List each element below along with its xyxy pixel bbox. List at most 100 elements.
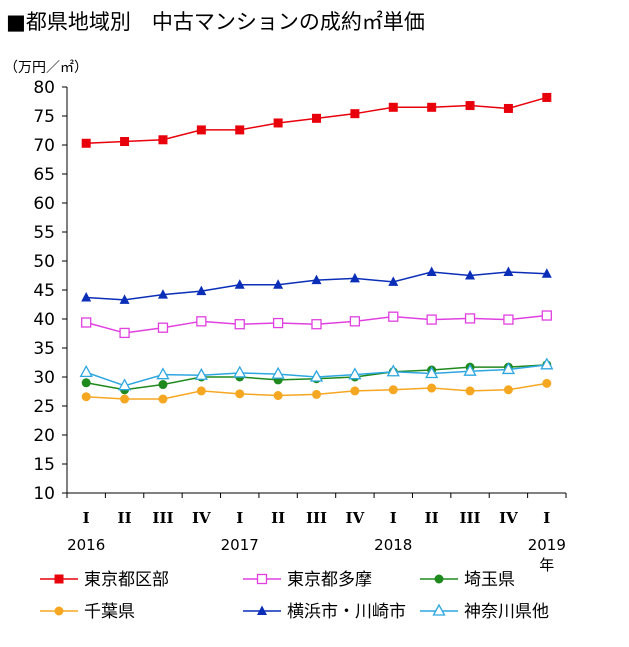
legend-label: 神奈川県他: [464, 602, 549, 622]
chart-title: ■都県地域別 中古マンションの成約㎡単価: [6, 10, 425, 34]
data-point: [156, 367, 170, 380]
data-point: [233, 365, 247, 378]
legend-label: 横浜市・川崎市: [287, 602, 406, 622]
data-point: [158, 380, 168, 390]
data-point: [349, 272, 360, 283]
data-point: [388, 385, 398, 395]
data-point: [158, 394, 168, 404]
x-tick-label: I: [236, 509, 243, 527]
data-point: [312, 389, 321, 399]
data-point: [541, 310, 552, 321]
series-3: [81, 378, 552, 404]
data-point: [157, 322, 169, 333]
y-tick-label: 75: [33, 107, 55, 127]
data-point: [79, 365, 93, 378]
x-tick-label: III: [152, 509, 173, 527]
x-tick-label: III: [306, 509, 327, 527]
y-unit-label: （万円／㎡）: [4, 60, 88, 76]
x-tick-label: IV: [346, 509, 365, 527]
year-label: 2016: [67, 536, 105, 554]
x-tick-label: II: [118, 509, 132, 527]
x-tick-label: II: [271, 509, 285, 527]
legend-marker: [54, 574, 64, 584]
y-tick-label: 55: [33, 223, 55, 243]
y-tick-label: 20: [33, 426, 55, 446]
x-tick-label: IV: [499, 509, 518, 527]
data-point: [465, 101, 475, 111]
y-tick-label: 65: [33, 165, 55, 185]
year-label: 2019: [528, 536, 566, 554]
legend-marker: [432, 603, 446, 616]
data-point: [196, 386, 206, 396]
data-point: [426, 266, 437, 277]
data-point: [541, 268, 552, 278]
data-point: [427, 102, 437, 112]
x-tick-label: I: [390, 509, 397, 527]
data-point: [425, 366, 439, 379]
data-point: [501, 362, 516, 375]
y-tick-label: 35: [33, 339, 55, 359]
year-suffix-label: 年: [539, 556, 554, 574]
data-point: [196, 125, 206, 135]
series-4: [81, 266, 552, 304]
legend-label: 千葉県: [84, 602, 135, 622]
data-point: [312, 113, 321, 123]
legend-item: 東京都多摩: [243, 570, 372, 590]
data-point: [465, 270, 476, 280]
x-tick-label: II: [425, 509, 439, 527]
legend-marker: [257, 605, 267, 615]
data-point: [426, 314, 437, 325]
x-tick-label: I: [83, 509, 90, 527]
y-tick-label: 15: [33, 455, 55, 475]
y-tick-label: 80: [33, 78, 55, 98]
y-tick-label: 25: [33, 397, 55, 417]
data-point: [120, 137, 130, 147]
data-point: [119, 294, 130, 304]
legend-item: 東京都区部: [40, 570, 169, 590]
y-tick-label: 70: [33, 136, 55, 156]
x-tick-label: IV: [192, 509, 211, 527]
y-tick-label: 30: [33, 368, 55, 388]
year-label: 2017: [221, 536, 259, 554]
legend-label: 東京都区部: [84, 570, 169, 590]
legend-item: 千葉県: [40, 602, 135, 622]
series-1: [81, 310, 552, 339]
chart-axes: [66, 87, 566, 494]
data-point: [388, 276, 399, 286]
data-point: [427, 383, 437, 393]
legend-label: 埼玉県: [464, 570, 515, 590]
data-point: [388, 102, 398, 112]
y-ticks: 10 15 20 25 30 35 40 45 50 55 60 65 70 75 80: [33, 78, 67, 504]
data-point: [81, 378, 91, 388]
y-tick-label: 45: [33, 281, 55, 301]
data-point: [119, 327, 130, 339]
data-point: [194, 367, 208, 380]
legend-label: 東京都多摩: [287, 570, 372, 590]
data-point: [273, 279, 284, 289]
data-point: [350, 386, 360, 396]
data-point: [234, 319, 245, 330]
data-point: [81, 138, 91, 148]
data-point: [273, 118, 283, 128]
legend-item: 神奈川県他: [420, 602, 549, 622]
x-tick-label: I: [543, 509, 550, 527]
year-label: 2018: [374, 536, 412, 554]
data-point: [464, 313, 476, 324]
series-group: [79, 92, 554, 404]
data-point: [503, 266, 514, 277]
data-point: [81, 317, 92, 328]
data-point: [311, 274, 322, 285]
y-tick-label: 60: [33, 194, 55, 214]
data-point: [157, 289, 168, 299]
data-point: [117, 378, 132, 391]
data-point: [463, 363, 477, 376]
data-point: [272, 317, 284, 329]
data-point: [386, 364, 400, 377]
data-point: [503, 385, 513, 395]
data-point: [158, 135, 168, 145]
data-point: [350, 109, 360, 119]
data-point: [273, 391, 283, 401]
